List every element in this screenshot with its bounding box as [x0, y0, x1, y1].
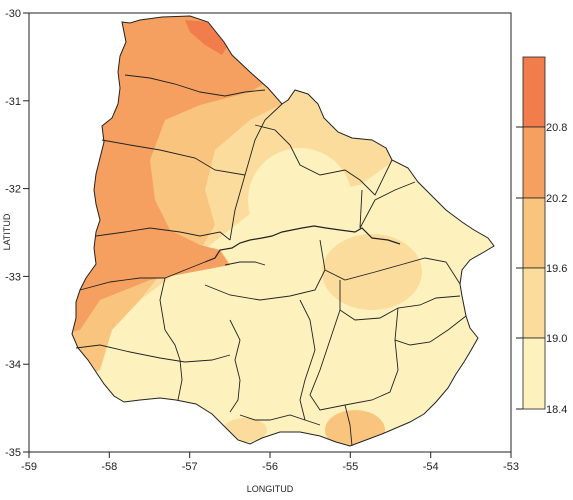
temperature-band-20-8	[185, 20, 228, 55]
border-sanjose	[177, 359, 183, 401]
legend-swatch-20-8	[522, 56, 546, 128]
warm-spot-east	[322, 234, 422, 310]
rio-negro-reservoir	[204, 225, 401, 263]
y-axis: -30 -31 -32 -33 -34 -35 LATITUD	[2, 8, 29, 459]
cool-spot-north	[248, 148, 352, 252]
y-tick-label: -35	[5, 447, 21, 459]
x-tick-label: -59	[21, 461, 37, 473]
legend-label: 20.8	[546, 122, 567, 134]
border-colonia-sanjose	[75, 344, 231, 363]
legend-label: 19.0	[546, 333, 567, 345]
x-tick-label: -53	[503, 461, 519, 473]
y-tick-label: -34	[5, 359, 21, 371]
border-florida-canelones	[229, 319, 241, 413]
y-tick-label: -33	[5, 271, 21, 283]
border-tacuarembo-durazno-river	[229, 174, 246, 241]
border-lavalleja	[339, 280, 461, 321]
legend-label: 20.2	[546, 193, 567, 205]
country-outline	[71, 15, 495, 447]
border-rivera-tacuarembo	[254, 124, 393, 196]
border-salto-paysandu	[101, 139, 246, 176]
x-tick-label: -55	[342, 461, 358, 473]
border-paysandu-rionegro	[95, 227, 231, 241]
legend-swatch-18-4	[522, 337, 546, 410]
y-tick-label: -30	[5, 8, 21, 20]
border-maldonado	[309, 309, 399, 411]
river-branch-1	[224, 261, 266, 266]
legend-swatch-19-0	[522, 267, 546, 339]
border-cerrolargo	[359, 181, 416, 229]
border-lavalleja-maldonado	[344, 404, 353, 447]
legend-label: 18.4	[546, 404, 567, 416]
legend-swatch-19-6	[522, 197, 546, 269]
x-axis-label: LONGITUD	[247, 484, 294, 494]
y-tick-label: -31	[5, 96, 21, 108]
legend-label: 19.6	[546, 263, 567, 275]
color-legend: 20.8 20.2 19.6 19.0 18.4	[516, 56, 567, 416]
x-tick-label: -56	[262, 461, 278, 473]
x-axis: -59 -58 -57 -56 -55 -54 -53 LONGITUD	[21, 452, 519, 494]
border-florida-lavalleja	[299, 299, 316, 421]
border-flores-florida	[159, 277, 181, 361]
x-tick-label: -57	[182, 461, 198, 473]
border-rocha	[394, 307, 467, 346]
border-canelones-montevideo	[239, 414, 321, 426]
border-soriano-flores	[79, 261, 206, 291]
y-tick-label: -32	[5, 184, 21, 196]
border-salto-tacuarembo	[244, 103, 283, 176]
x-tick-label: -58	[101, 461, 117, 473]
department-borders	[75, 74, 467, 447]
border-artigas-salto	[124, 74, 266, 97]
border-treintaytres	[324, 257, 461, 285]
y-axis-label: LATITUD	[2, 213, 12, 250]
legend-swatch-20-2	[522, 126, 546, 199]
x-tick-label: -54	[423, 461, 439, 473]
